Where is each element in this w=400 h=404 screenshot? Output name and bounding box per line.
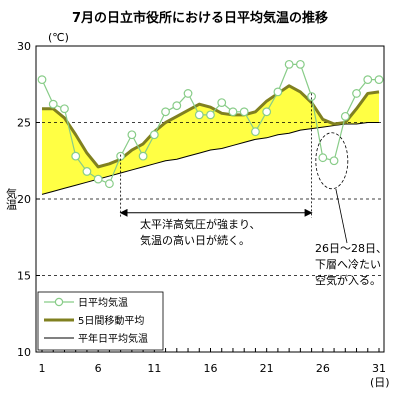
x-tick-label-26: 26 (316, 362, 330, 375)
y-tick-label-10: 10 (17, 346, 31, 359)
daily-temp-point-7 (104, 179, 114, 189)
cold-air-note-line-2: 下層へ冷たい (315, 258, 381, 271)
legend-label-normal: 平年日平均気温 (78, 332, 148, 345)
cold-air-note-line-3: 空気が入る。 (315, 273, 381, 287)
x-tick-label-31: 31 (372, 362, 386, 375)
daily-temp-point-27 (329, 156, 339, 166)
y-tick-label-15: 15 (17, 270, 31, 283)
daily-temp-point-21 (262, 107, 272, 117)
legend-marker-daily (54, 297, 64, 307)
legend: 日平均気温 5日間移動平均 平年日平均気温 (37, 291, 164, 351)
y-tick-label-30: 30 (17, 40, 31, 53)
daily-temp-point-3 (60, 104, 69, 114)
daily-temp-point-22 (273, 87, 283, 97)
y-tick-label-25: 25 (17, 117, 31, 130)
grid-layer (36, 122, 384, 276)
x-tick-label-16: 16 (204, 362, 218, 375)
y-tick-label-20: 20 (17, 193, 31, 206)
points-layer (37, 59, 384, 189)
high-pressure-note-line-1: 太平洋高気圧が強まり、 (140, 217, 261, 231)
cold-air-note-line-1: 26日～28日、 (315, 242, 387, 255)
annotation-layer: 太平洋高気圧が強まり、気温の高い日が続く。 26日～28日、下層へ冷たい空気が入る… (119, 93, 387, 287)
daily-temp-point-13 (172, 101, 182, 111)
daily-temp-point-2 (48, 99, 58, 109)
cold-air-leader (335, 188, 348, 244)
daily-temp-point-20 (251, 127, 260, 137)
x-tick-label-21: 21 (260, 362, 274, 375)
daily-temp-point-5 (82, 167, 92, 176)
daily-temp-point-12 (161, 107, 170, 117)
legend-label-moving-avg: 5日間移動平均 (78, 314, 144, 327)
daily-temp-point-29 (352, 89, 361, 98)
moving-average-line (42, 84, 380, 169)
x-tick-label-6: 6 (95, 362, 102, 375)
daily-temp-point-1 (37, 75, 47, 85)
y-unit-label: (℃) (48, 31, 69, 44)
daily-temp-point-6 (93, 174, 103, 184)
daily-temp-point-30 (363, 75, 373, 85)
daily-temp-point-10 (138, 151, 148, 161)
daily-temp-point-17 (217, 98, 227, 108)
daily-temp-point-26 (318, 153, 328, 163)
daily-temp-point-19 (239, 107, 249, 117)
x-tick-label-11: 11 (147, 362, 161, 375)
fill-band (42, 85, 379, 195)
chart-title: 7月の日立市役所における日平均気温の推移 (72, 10, 328, 26)
daily-temp-point-18 (228, 107, 238, 117)
daily-temp-point-14 (183, 89, 193, 98)
daily-temp-point-31 (374, 75, 384, 85)
cold-air-ellipse (315, 132, 349, 190)
daily-temp-point-11 (149, 130, 159, 140)
high-pressure-note-line-2: 気温の高い日が続く。 (140, 233, 250, 247)
daily-temp-point-16 (206, 110, 215, 120)
daily-temp-point-4 (71, 151, 81, 161)
daily-temp-point-15 (194, 110, 204, 120)
daily-temp-point-25 (307, 92, 317, 101)
y-axis-title: 気温 (5, 187, 18, 210)
daily-temp-point-9 (127, 130, 137, 140)
x-tick-label-1: 1 (39, 362, 46, 375)
x-axis-unit: (日) (370, 376, 390, 389)
fill-area-layer (42, 85, 379, 195)
legend-label-daily: 日平均気温 (78, 296, 128, 309)
daily-temp-point-28 (340, 111, 350, 121)
y-axis-title-text: 気温 (5, 187, 18, 210)
daily-temp-point-23 (284, 59, 294, 69)
daily-temp-point-24 (295, 59, 305, 69)
